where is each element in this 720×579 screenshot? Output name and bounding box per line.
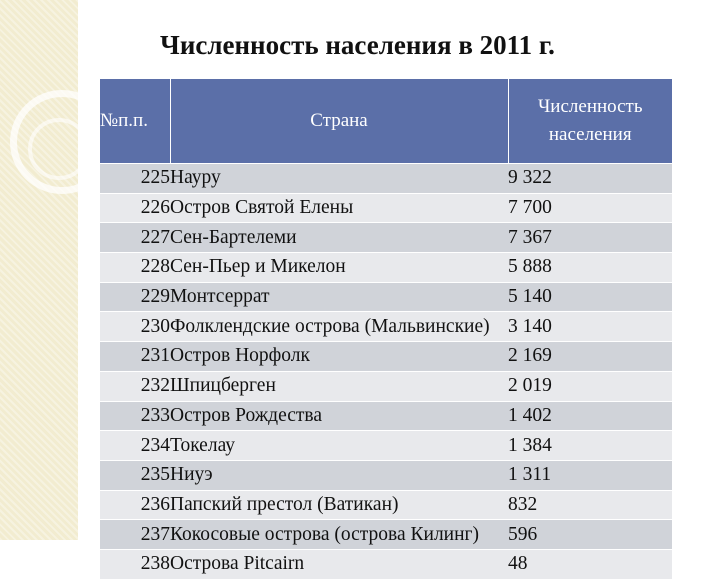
table-row: 227 Сен-Бартелеми 7 367 — [100, 222, 672, 253]
row-population: 1 311 — [508, 459, 672, 491]
table-row: 234 Токелау 1 384 — [100, 430, 672, 461]
row-country: Острова Pitcairn — [170, 548, 508, 579]
table-row: 236 Папский престол (Ватикан) 832 — [100, 489, 672, 520]
row-country: Остров Святой Елены — [170, 192, 508, 223]
row-population: 7 367 — [508, 222, 672, 253]
row-population: 3 140 — [508, 311, 672, 342]
row-country: Сен-Пьер и Микелон — [170, 252, 508, 283]
header-number: №п.п. — [100, 78, 170, 164]
decorative-ring-inner — [28, 118, 90, 180]
table-row: 226 Остров Святой Елены 7 700 — [100, 192, 672, 223]
table-row: 231 Остров Норфолк 2 169 — [100, 341, 672, 372]
row-population: 2 019 — [508, 370, 672, 401]
row-number: 232 — [100, 370, 170, 401]
row-population: 1 402 — [508, 400, 672, 431]
row-country: Фолклендские острова (Мальвинские) — [170, 311, 508, 342]
header-population: Численность населения — [507, 78, 672, 164]
table-row: 237 Кокосовые острова (острова Килинг) 596 — [100, 519, 672, 550]
table-header-row: №п.п. Страна Численность населения — [100, 78, 672, 164]
row-number: 238 — [100, 548, 170, 579]
row-country: Ниуэ — [170, 459, 508, 491]
header-country: Страна — [169, 78, 508, 164]
table-row: 233 Остров Рождества 1 402 — [100, 400, 672, 431]
row-country: Кокосовые острова (острова Килинг) — [170, 519, 508, 550]
table-row: 235 Ниуэ 1 311 — [100, 459, 672, 491]
population-table: №п.п. Страна Численность населения 225 На… — [100, 78, 672, 579]
row-number: 229 — [100, 281, 170, 312]
row-country: Сен-Бартелеми — [170, 222, 508, 253]
row-number: 228 — [100, 252, 170, 283]
row-number: 237 — [100, 519, 170, 550]
row-number: 226 — [100, 192, 170, 223]
row-population: 832 — [508, 489, 672, 520]
row-country: Науру — [170, 163, 508, 194]
header-population-line1: Численность — [537, 96, 643, 117]
table-row: 225 Науру 9 322 — [100, 163, 672, 194]
row-population: 7 700 — [508, 192, 672, 223]
row-number: 234 — [100, 430, 170, 461]
decorative-side-panel — [0, 0, 114, 540]
row-number: 236 — [100, 489, 170, 520]
table-row: 230 Фолклендские острова (Мальвинские) 3 1… — [100, 311, 672, 342]
row-population: 596 — [508, 519, 672, 550]
slide-title: Численность населения в 2011 г. — [160, 30, 555, 60]
table-body: 225 Науру 9 322 226 Остров Святой Елены 7 700… — [100, 163, 672, 579]
row-country: Остров Рождества — [170, 400, 508, 431]
row-country: Шпицберген — [170, 370, 508, 401]
row-number: 231 — [100, 341, 170, 372]
row-number: 230 — [100, 311, 170, 342]
row-country: Папский престол (Ватикан) — [170, 489, 508, 520]
row-population: 2 169 — [508, 341, 672, 372]
row-number: 225 — [100, 163, 170, 194]
row-number: 227 — [100, 222, 170, 253]
table-row: 238 Острова Pitcairn 48 — [100, 548, 672, 579]
row-country: Остров Норфолк — [170, 341, 508, 372]
row-country: Токелау — [170, 430, 508, 461]
table-row: 228 Сен-Пьер и Микелон 5 888 — [100, 252, 672, 283]
row-population: 48 — [508, 548, 672, 579]
row-population: 9 322 — [508, 163, 672, 194]
row-country: Монтсеррат — [170, 281, 508, 312]
row-population: 1 384 — [508, 430, 672, 461]
row-number: 233 — [100, 400, 170, 431]
row-population: 5 140 — [508, 281, 672, 312]
table-row: 232 Шпицберген 2 019 — [100, 370, 672, 401]
table-row: 229 Монтсеррат 5 140 — [100, 281, 672, 312]
header-population-line2: населения — [548, 124, 632, 145]
row-population: 5 888 — [508, 252, 672, 283]
row-number: 235 — [100, 459, 170, 491]
